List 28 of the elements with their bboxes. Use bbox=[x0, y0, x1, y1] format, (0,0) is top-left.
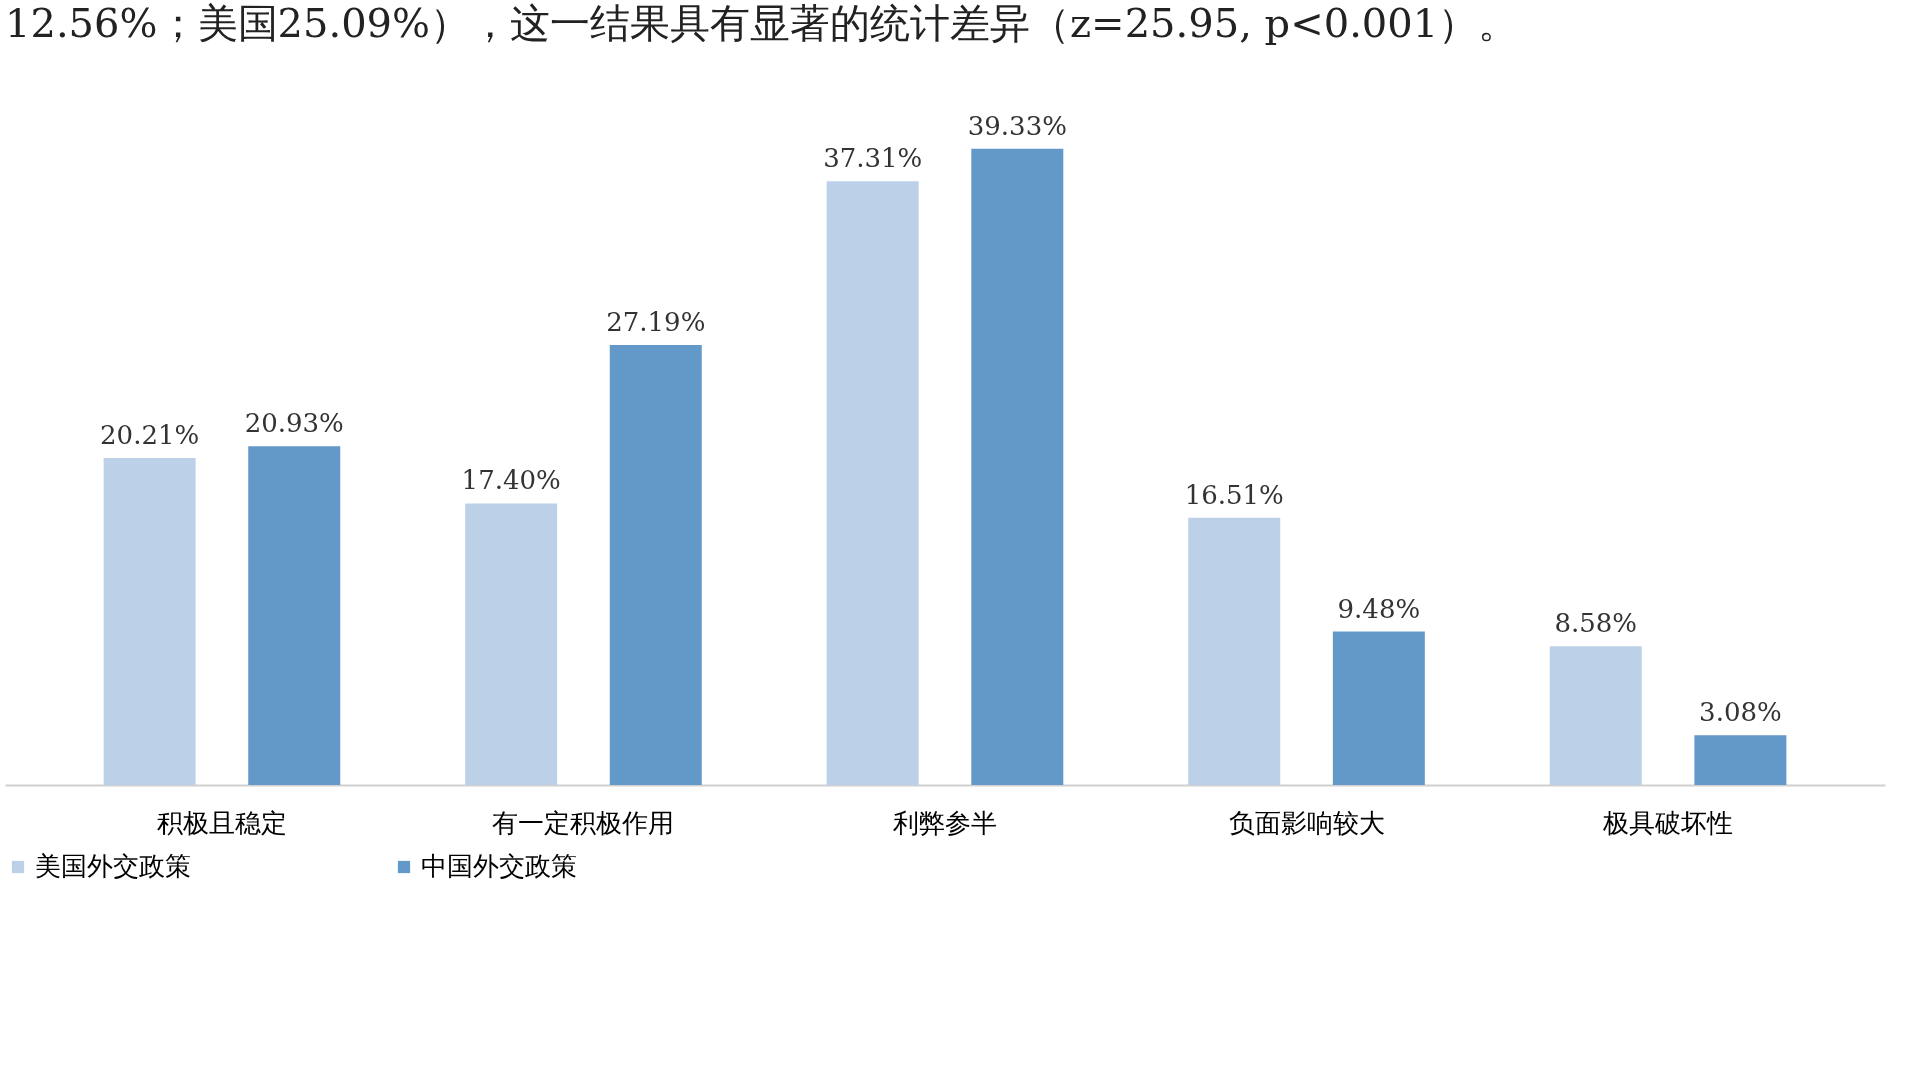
bar bbox=[1694, 735, 1787, 785]
data-label: 9.48% bbox=[1337, 593, 1421, 624]
x-tick-label: 有一定积极作用 bbox=[492, 807, 675, 838]
data-label: 37.31% bbox=[823, 143, 923, 174]
legend-label: 美国外交政策 bbox=[35, 851, 191, 881]
x-tick-label: 负面影响较大 bbox=[1228, 807, 1385, 838]
data-label: 20.21% bbox=[100, 420, 200, 450]
bar bbox=[609, 345, 702, 785]
data-label: 20.93% bbox=[244, 408, 344, 439]
bar bbox=[248, 446, 341, 785]
bar bbox=[103, 458, 196, 785]
bar bbox=[826, 181, 919, 785]
bar bbox=[1549, 646, 1642, 785]
bar bbox=[1332, 631, 1425, 785]
data-label: 8.58% bbox=[1554, 608, 1638, 639]
x-tick-label: 极具破坏性 bbox=[1602, 807, 1734, 838]
data-label: 39.33% bbox=[967, 110, 1067, 141]
data-label: 17.40% bbox=[461, 465, 561, 496]
data-label: 3.08% bbox=[1699, 697, 1782, 728]
x-tick-label: 利弊参半 bbox=[893, 807, 997, 838]
bar bbox=[971, 148, 1064, 785]
legend-label: 中国外交政策 bbox=[421, 851, 577, 881]
x-tick-label: 积极且稳定 bbox=[156, 807, 287, 838]
data-label: 16.51% bbox=[1184, 479, 1284, 510]
data-label: 27.19% bbox=[606, 307, 706, 338]
bar bbox=[1188, 517, 1281, 785]
text: 12.56%；美国25.09%），这一结果具有显著的统计差异（z=25.95, p<0.001）。 bbox=[5, 0, 1519, 46]
bar bbox=[465, 503, 558, 785]
